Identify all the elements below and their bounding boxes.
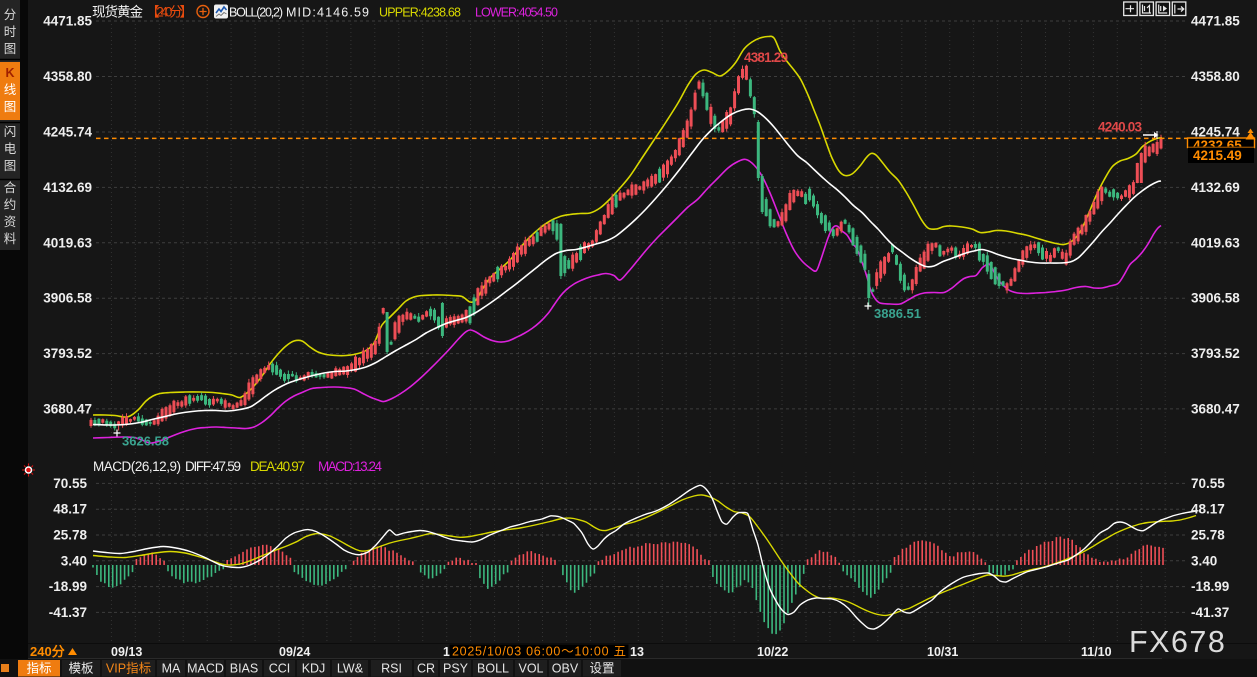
svg-text:4358.80: 4358.80 <box>1191 69 1240 84</box>
svg-text:4232.65: 4232.65 <box>1193 138 1242 153</box>
svg-text:OBV: OBV <box>552 662 579 676</box>
svg-text:RSI: RSI <box>381 662 402 676</box>
svg-text:FX678: FX678 <box>1129 625 1226 659</box>
svg-text:K: K <box>5 66 14 80</box>
svg-text:3680.47: 3680.47 <box>43 401 92 416</box>
svg-text:70.55: 70.55 <box>1191 476 1225 491</box>
svg-text:KDJ: KDJ <box>302 662 326 676</box>
svg-text:4132.69: 4132.69 <box>43 180 92 195</box>
svg-text:4245.74: 4245.74 <box>1191 125 1240 140</box>
svg-text:240分: 240分 <box>30 644 65 659</box>
svg-text:3793.52: 3793.52 <box>1191 346 1240 361</box>
svg-text:LOWER:4054.50: LOWER:4054.50 <box>475 6 558 20</box>
svg-text:模板: 模板 <box>68 662 94 676</box>
svg-text:13: 13 <box>630 645 644 659</box>
svg-text:10/22: 10/22 <box>757 645 788 659</box>
svg-text:VOL: VOL <box>518 662 543 676</box>
svg-text:UPPER:4238.68: UPPER:4238.68 <box>379 6 461 20</box>
svg-text:1: 1 <box>443 645 450 659</box>
svg-text:闪: 闪 <box>4 125 17 139</box>
svg-text:4471.85: 4471.85 <box>1191 14 1240 29</box>
svg-text:4381.29: 4381.29 <box>744 50 788 65</box>
svg-text:图: 图 <box>4 100 17 114</box>
svg-text:CR: CR <box>417 662 435 676</box>
svg-text:VIP指标: VIP指标 <box>106 661 151 676</box>
svg-text:70.55: 70.55 <box>53 476 87 491</box>
svg-text:-18.99: -18.99 <box>49 579 87 594</box>
svg-text:【240分】: 【240分】 <box>146 5 193 20</box>
svg-text:分: 分 <box>4 8 17 22</box>
svg-text:4245.74: 4245.74 <box>43 125 92 140</box>
svg-text:现货黄金: 现货黄金 <box>92 4 144 20</box>
svg-text:时: 时 <box>4 25 17 39</box>
svg-text:MACD: MACD <box>187 662 224 676</box>
svg-text:10/31: 10/31 <box>927 645 958 659</box>
svg-text:BIAS: BIAS <box>230 662 259 676</box>
svg-text:3793.52: 3793.52 <box>43 346 92 361</box>
svg-text:4215.49: 4215.49 <box>1193 148 1242 163</box>
svg-text:4358.80: 4358.80 <box>43 69 92 84</box>
svg-text:3906.58: 3906.58 <box>43 291 92 306</box>
svg-text:料: 料 <box>4 232 17 246</box>
svg-text:4132.69: 4132.69 <box>1191 180 1240 195</box>
svg-text:3906.58: 3906.58 <box>1191 291 1240 306</box>
svg-text:-41.37: -41.37 <box>1191 605 1229 620</box>
svg-text:48.17: 48.17 <box>53 502 87 517</box>
svg-text:4019.63: 4019.63 <box>1191 235 1240 250</box>
svg-text:BOLL(20,2): BOLL(20,2) <box>229 6 283 20</box>
svg-text:约: 约 <box>4 197 17 212</box>
svg-text:3886.51: 3886.51 <box>874 306 921 321</box>
svg-text:3.40: 3.40 <box>61 553 87 568</box>
svg-text:4240.03: 4240.03 <box>1098 120 1142 135</box>
svg-text:09/13: 09/13 <box>111 645 142 659</box>
svg-text:PSY: PSY <box>443 662 469 676</box>
svg-text:4471.85: 4471.85 <box>43 14 92 29</box>
svg-text:指标: 指标 <box>26 661 51 676</box>
svg-text:线: 线 <box>4 83 17 97</box>
svg-text:MA: MA <box>162 662 181 676</box>
svg-text:合: 合 <box>4 180 17 195</box>
svg-text:MACD:13.24: MACD:13.24 <box>318 459 382 474</box>
svg-text:电: 电 <box>4 142 17 156</box>
svg-text:25.78: 25.78 <box>53 528 87 543</box>
svg-text:25.78: 25.78 <box>1191 528 1225 543</box>
svg-text:-41.37: -41.37 <box>49 605 87 620</box>
svg-text:48.17: 48.17 <box>1191 502 1225 517</box>
svg-text:09/24: 09/24 <box>279 645 310 659</box>
svg-text:3626.58: 3626.58 <box>122 434 169 449</box>
svg-text:11/10: 11/10 <box>1081 645 1112 659</box>
svg-text:资: 资 <box>4 215 17 229</box>
svg-text:DEA:40.97: DEA:40.97 <box>250 459 305 474</box>
svg-text:图: 图 <box>4 42 17 56</box>
svg-text:4019.63: 4019.63 <box>43 235 92 250</box>
svg-text:-18.99: -18.99 <box>1191 579 1229 594</box>
svg-text:3680.47: 3680.47 <box>1191 401 1240 416</box>
svg-text:CCI: CCI <box>269 662 291 676</box>
svg-text:2025/10/03 06:00～10:00 五: 2025/10/03 06:00～10:00 五 <box>452 645 626 659</box>
svg-text:DIFF:47.59: DIFF:47.59 <box>185 459 241 474</box>
svg-text:MID:4146.59: MID:4146.59 <box>286 6 369 20</box>
svg-text:图: 图 <box>4 159 17 173</box>
svg-text:BOLL: BOLL <box>477 662 509 676</box>
svg-text:3.40: 3.40 <box>1191 553 1217 568</box>
svg-text:LW&: LW& <box>337 662 364 676</box>
svg-text:设置: 设置 <box>589 661 614 676</box>
svg-text:MACD(26,12,9): MACD(26,12,9) <box>93 459 181 474</box>
